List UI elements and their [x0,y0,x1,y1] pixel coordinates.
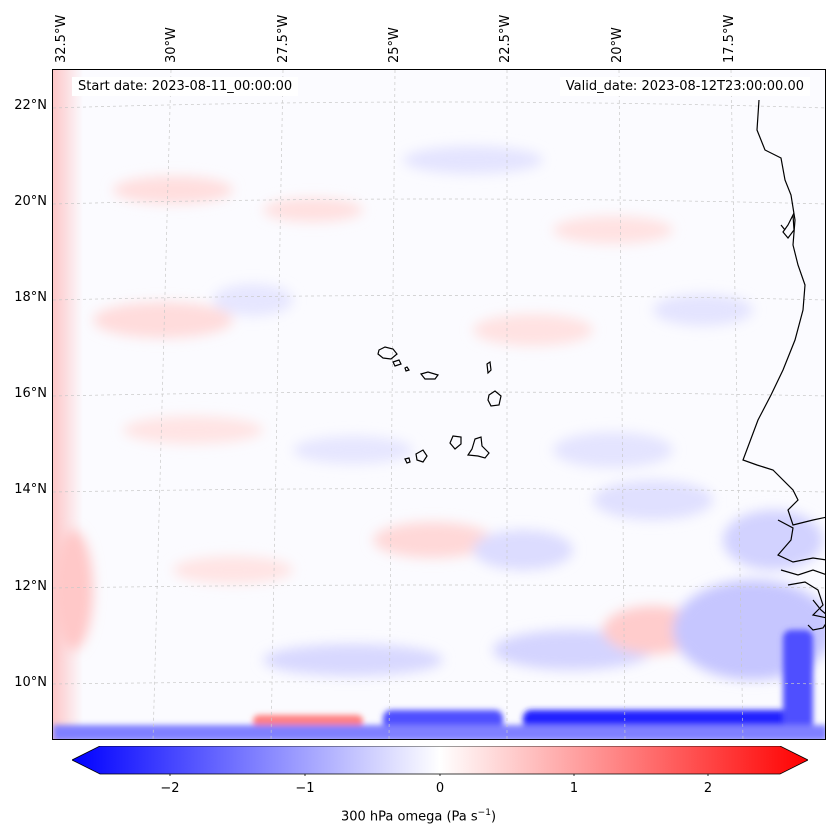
lat-tick-label: 22°N [14,98,47,113]
lat-tick-label: 10°N [14,675,47,690]
cape-verde-islands [377,346,502,464]
colorbar [72,746,808,776]
lat-tick-label: 18°N [14,290,47,305]
lon-tick-label: 22.5°W [498,14,513,63]
colorbar-tick-label: 2 [703,781,713,796]
colorbar-tick-label: −2 [160,781,180,796]
colorbar-tick-label: 0 [435,781,445,796]
graticule [53,70,825,739]
lon-tick-label: 27.5°W [276,14,291,63]
lon-tick-label: 32.5°W [54,14,69,63]
lon-tick-label: 30°W [164,27,179,63]
lat-tick-label: 16°N [14,386,47,401]
coastline [742,99,825,631]
lon-tick-label: 20°W [610,27,625,63]
valid-date-label: Valid_date: 2023-08-12T23:00:00.00 [559,77,810,96]
colorbar-tick-label: −1 [295,781,315,796]
start-date-label: Start date: 2023-08-11_00:00:00 [72,77,299,96]
map-panel [52,69,826,740]
colorbar-label: 300 hPa omega (Pa s−1) [340,808,497,825]
lon-tick-label: 17.5°W [722,14,737,63]
colorbar-tick-label: 1 [569,781,579,796]
lat-tick-label: 12°N [14,579,47,594]
omega-field-map [53,70,825,739]
lat-tick-label: 14°N [14,482,47,497]
lon-tick-label: 25°W [387,27,402,63]
southern-band [53,630,825,739]
lat-tick-label: 20°N [14,194,47,209]
